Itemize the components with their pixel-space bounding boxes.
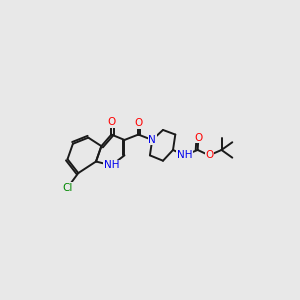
Text: Cl: Cl [62, 183, 73, 193]
Text: O: O [194, 133, 202, 142]
Text: N: N [148, 135, 156, 145]
Text: O: O [205, 150, 213, 160]
Text: O: O [107, 117, 116, 127]
Text: NH: NH [104, 160, 119, 170]
Text: NH: NH [177, 150, 192, 160]
Text: O: O [134, 118, 142, 128]
